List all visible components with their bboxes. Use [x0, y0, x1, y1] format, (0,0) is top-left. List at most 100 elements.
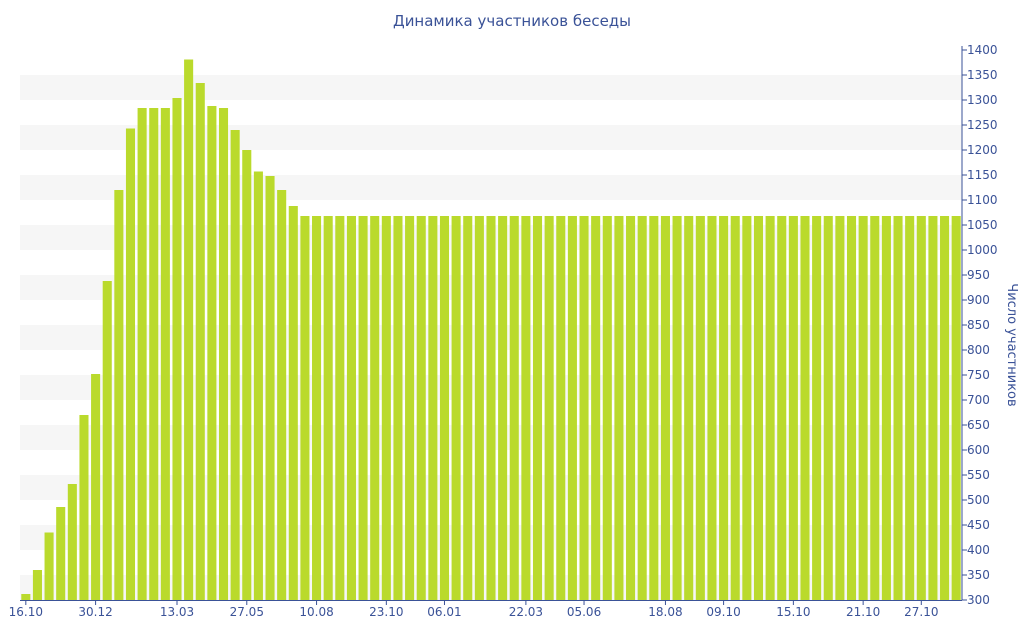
y-axis-title: Число участников — [1004, 283, 1019, 406]
bar — [474, 216, 484, 600]
bar — [637, 216, 647, 600]
bar — [858, 216, 868, 600]
y-tick-label: 800 — [967, 343, 990, 357]
x-tick-label: 27.05 — [230, 605, 264, 619]
bar — [753, 216, 764, 600]
y-tick-label: 900 — [967, 293, 990, 307]
bar — [463, 216, 473, 600]
bar — [940, 216, 950, 600]
bar — [719, 216, 729, 600]
bar — [277, 190, 287, 600]
bar — [242, 150, 252, 600]
bar — [823, 216, 833, 600]
x-tick-label: 22.03 — [509, 605, 543, 619]
bar — [172, 98, 182, 600]
bar — [102, 281, 112, 600]
y-tick-label: 1350 — [967, 68, 998, 82]
bar — [44, 532, 54, 600]
bar — [893, 216, 903, 600]
bar — [184, 59, 194, 600]
bar — [312, 216, 322, 600]
bar — [916, 216, 926, 600]
bar — [207, 106, 217, 600]
bar — [67, 484, 77, 600]
bar — [370, 216, 380, 600]
bar — [125, 128, 136, 600]
bar — [358, 216, 368, 600]
bar — [777, 216, 787, 600]
bar — [288, 206, 298, 600]
y-tick-label: 1200 — [967, 143, 998, 157]
bar — [521, 216, 531, 600]
bar — [951, 216, 961, 600]
bar — [567, 216, 577, 600]
x-tick-label: 23.10 — [369, 605, 403, 619]
y-tick-label: 300 — [967, 593, 990, 607]
y-tick-label: 600 — [967, 443, 990, 457]
bar — [21, 594, 31, 600]
bar — [660, 216, 670, 600]
y-tick-label: 950 — [967, 268, 990, 282]
bar — [218, 108, 229, 600]
x-tick-label: 27.10 — [904, 605, 938, 619]
x-tick-label: 30.12 — [78, 605, 112, 619]
bar — [928, 216, 938, 600]
bar — [765, 216, 775, 600]
bar — [509, 216, 519, 600]
bar — [393, 216, 403, 600]
bar — [579, 216, 589, 600]
y-tick-labels: 300 350 400 450 500 550 600 650 700 750 800 850 900 9… — [962, 43, 998, 607]
bar — [381, 216, 391, 600]
y-tick-label: 650 — [967, 418, 990, 432]
x-tick-label: 16.10 — [9, 605, 43, 619]
bar — [881, 216, 891, 600]
y-tick-label: 1150 — [967, 168, 998, 182]
bar — [730, 216, 740, 600]
bar — [905, 216, 915, 600]
y-tick-label: 700 — [967, 393, 990, 407]
bar — [788, 216, 798, 600]
bar — [439, 216, 450, 600]
bar — [870, 216, 880, 600]
bar — [532, 216, 543, 600]
y-tick-label: 750 — [967, 368, 990, 382]
y-tick-label: 500 — [967, 493, 990, 507]
bar — [346, 216, 356, 600]
x-tick-label: 06.01 — [427, 605, 461, 619]
x-tick-label: 05.06 — [567, 605, 601, 619]
bar — [114, 190, 124, 600]
bar — [835, 216, 845, 600]
x-tick-label: 10.08 — [299, 605, 333, 619]
bar — [160, 108, 170, 600]
bar — [602, 216, 612, 600]
bar — [742, 216, 752, 600]
bar — [846, 216, 857, 600]
bar — [695, 216, 705, 600]
y-tick-label: 1300 — [967, 93, 998, 107]
bar — [498, 216, 508, 600]
bar — [405, 216, 415, 600]
x-tick-label: 15.10 — [776, 605, 810, 619]
x-tick-label: 21.10 — [846, 605, 880, 619]
y-tick-label: 400 — [967, 543, 990, 557]
bar — [230, 130, 240, 600]
bar — [323, 216, 333, 600]
bar — [672, 216, 682, 600]
y-tick-label: 350 — [967, 568, 990, 582]
chart-title: Динамика участников беседы — [392, 12, 632, 30]
bar — [335, 216, 345, 600]
bar — [428, 216, 438, 600]
x-tick-label: 13.03 — [160, 605, 194, 619]
y-tick-label: 1000 — [967, 243, 998, 257]
bar — [300, 216, 310, 600]
bar — [707, 216, 717, 600]
x-tick-label: 09.10 — [706, 605, 740, 619]
bar — [195, 83, 205, 600]
bar — [265, 176, 275, 600]
y-tick-label: 1400 — [967, 43, 998, 57]
bar — [812, 216, 822, 600]
bar — [649, 216, 659, 600]
bar — [556, 216, 566, 600]
y-tick-label: 450 — [967, 518, 990, 532]
